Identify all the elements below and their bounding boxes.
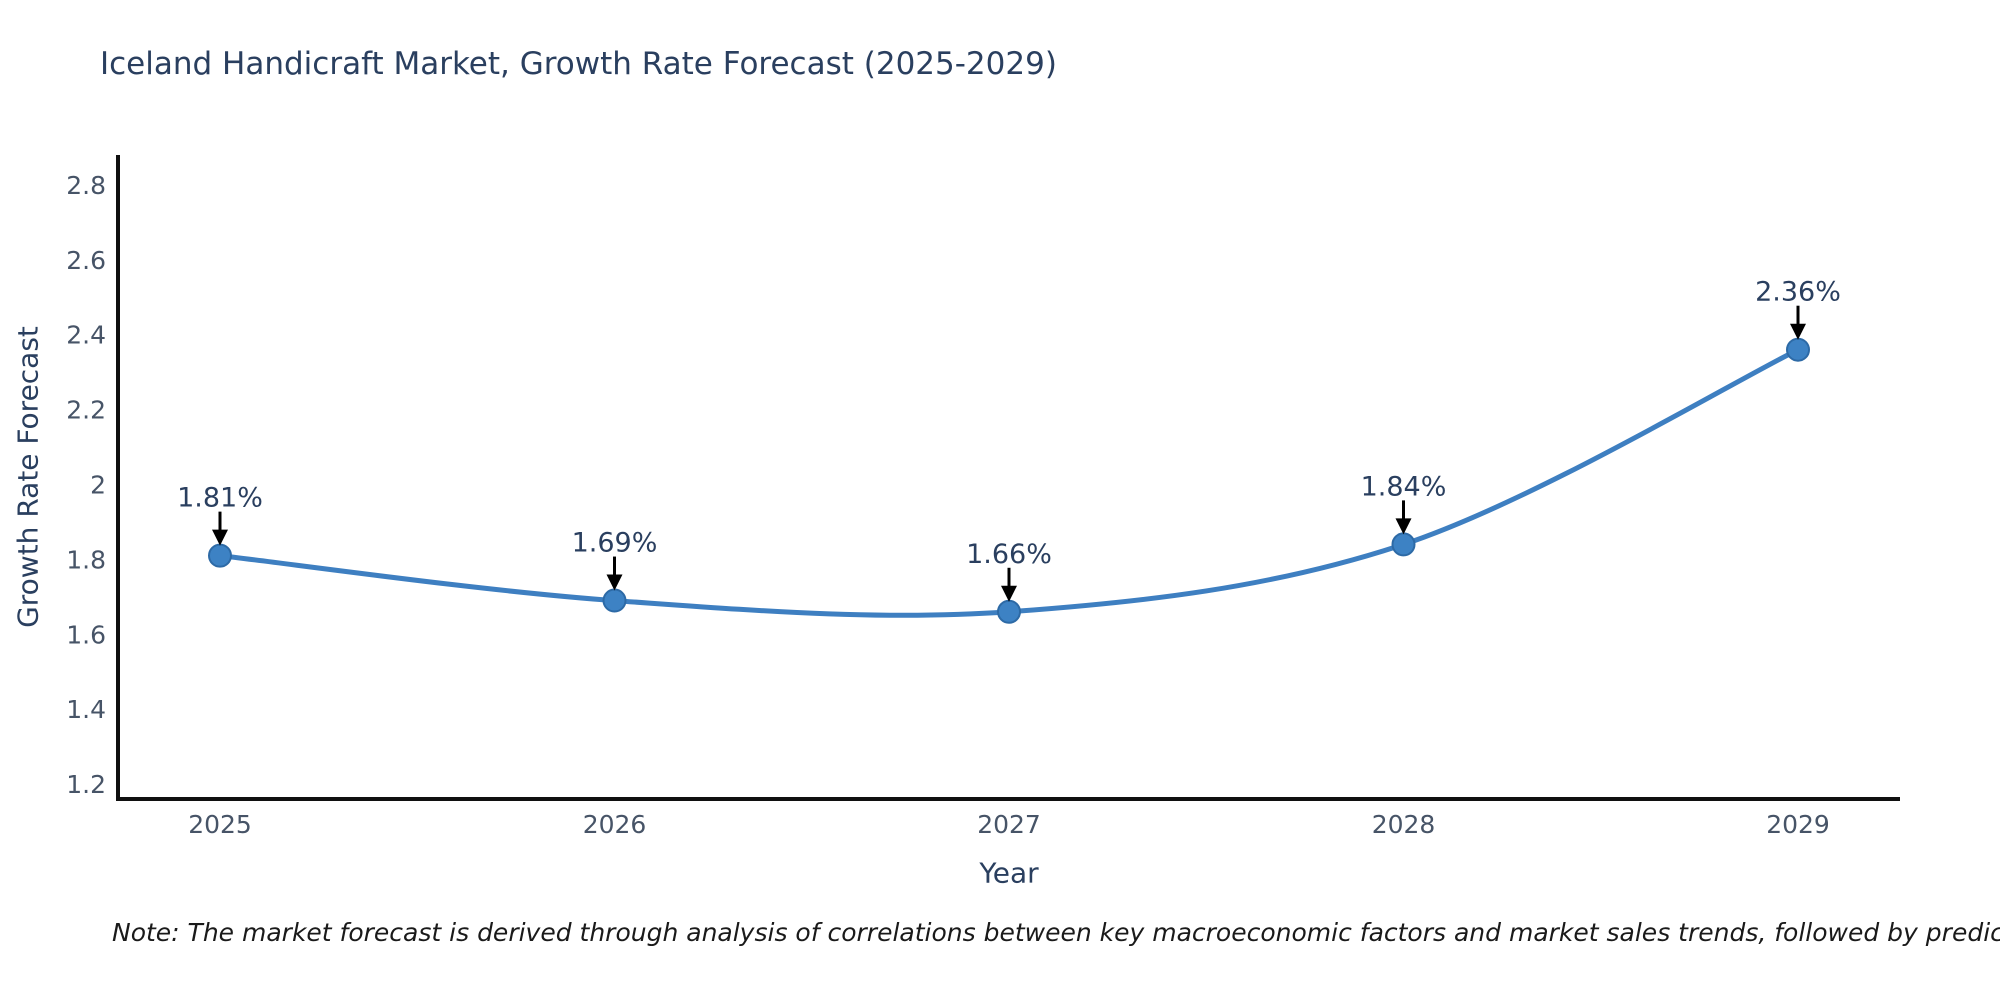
y-tick-label: 1.8: [66, 545, 106, 574]
annotation-arrowhead: [212, 529, 228, 546]
x-tick-label: 2027: [977, 810, 1041, 839]
data-label: 1.66%: [966, 539, 1052, 570]
y-tick-label: 2.4: [66, 321, 106, 350]
data-label: 1.81%: [177, 483, 263, 514]
x-tick-label: 2026: [583, 810, 647, 839]
y-axis-title: Growth Rate Forecast: [11, 326, 45, 628]
data-point-2026[interactable]: [602, 588, 627, 613]
data-point-2025[interactable]: [208, 543, 232, 568]
footnote: Note: The market forecast is derived thr…: [112, 918, 2000, 947]
annotation-arrowhead: [606, 574, 623, 591]
y-tick-label: 2.8: [66, 171, 106, 200]
annotation-arrowhead: [1395, 518, 1412, 535]
annotation-arrowhead: [1790, 323, 1806, 340]
x-axis-title: Year: [979, 856, 1039, 890]
y-tick-label: 1.2: [66, 770, 106, 799]
data-point-2027[interactable]: [997, 599, 1021, 624]
data-label: 2.36%: [1755, 277, 1841, 308]
annotation-arrowhead: [1001, 585, 1017, 602]
y-tick-label: 2: [90, 470, 106, 499]
data-label: 1.84%: [1361, 471, 1447, 502]
y-tick-label: 2.2: [66, 396, 106, 425]
y-tick-label: 1.4: [66, 695, 106, 724]
data-label: 1.69%: [572, 528, 658, 559]
data-point-2029[interactable]: [1786, 337, 1810, 362]
x-tick-label: 2029: [1766, 810, 1830, 839]
y-tick-label: 1.6: [66, 620, 106, 649]
data-point-2028[interactable]: [1391, 532, 1416, 557]
y-tick-label: 2.6: [66, 246, 106, 275]
x-tick-label: 2025: [188, 810, 252, 839]
x-tick-label: 2028: [1372, 810, 1436, 839]
chart-title: Iceland Handicraft Market, Growth Rate F…: [100, 46, 1057, 82]
